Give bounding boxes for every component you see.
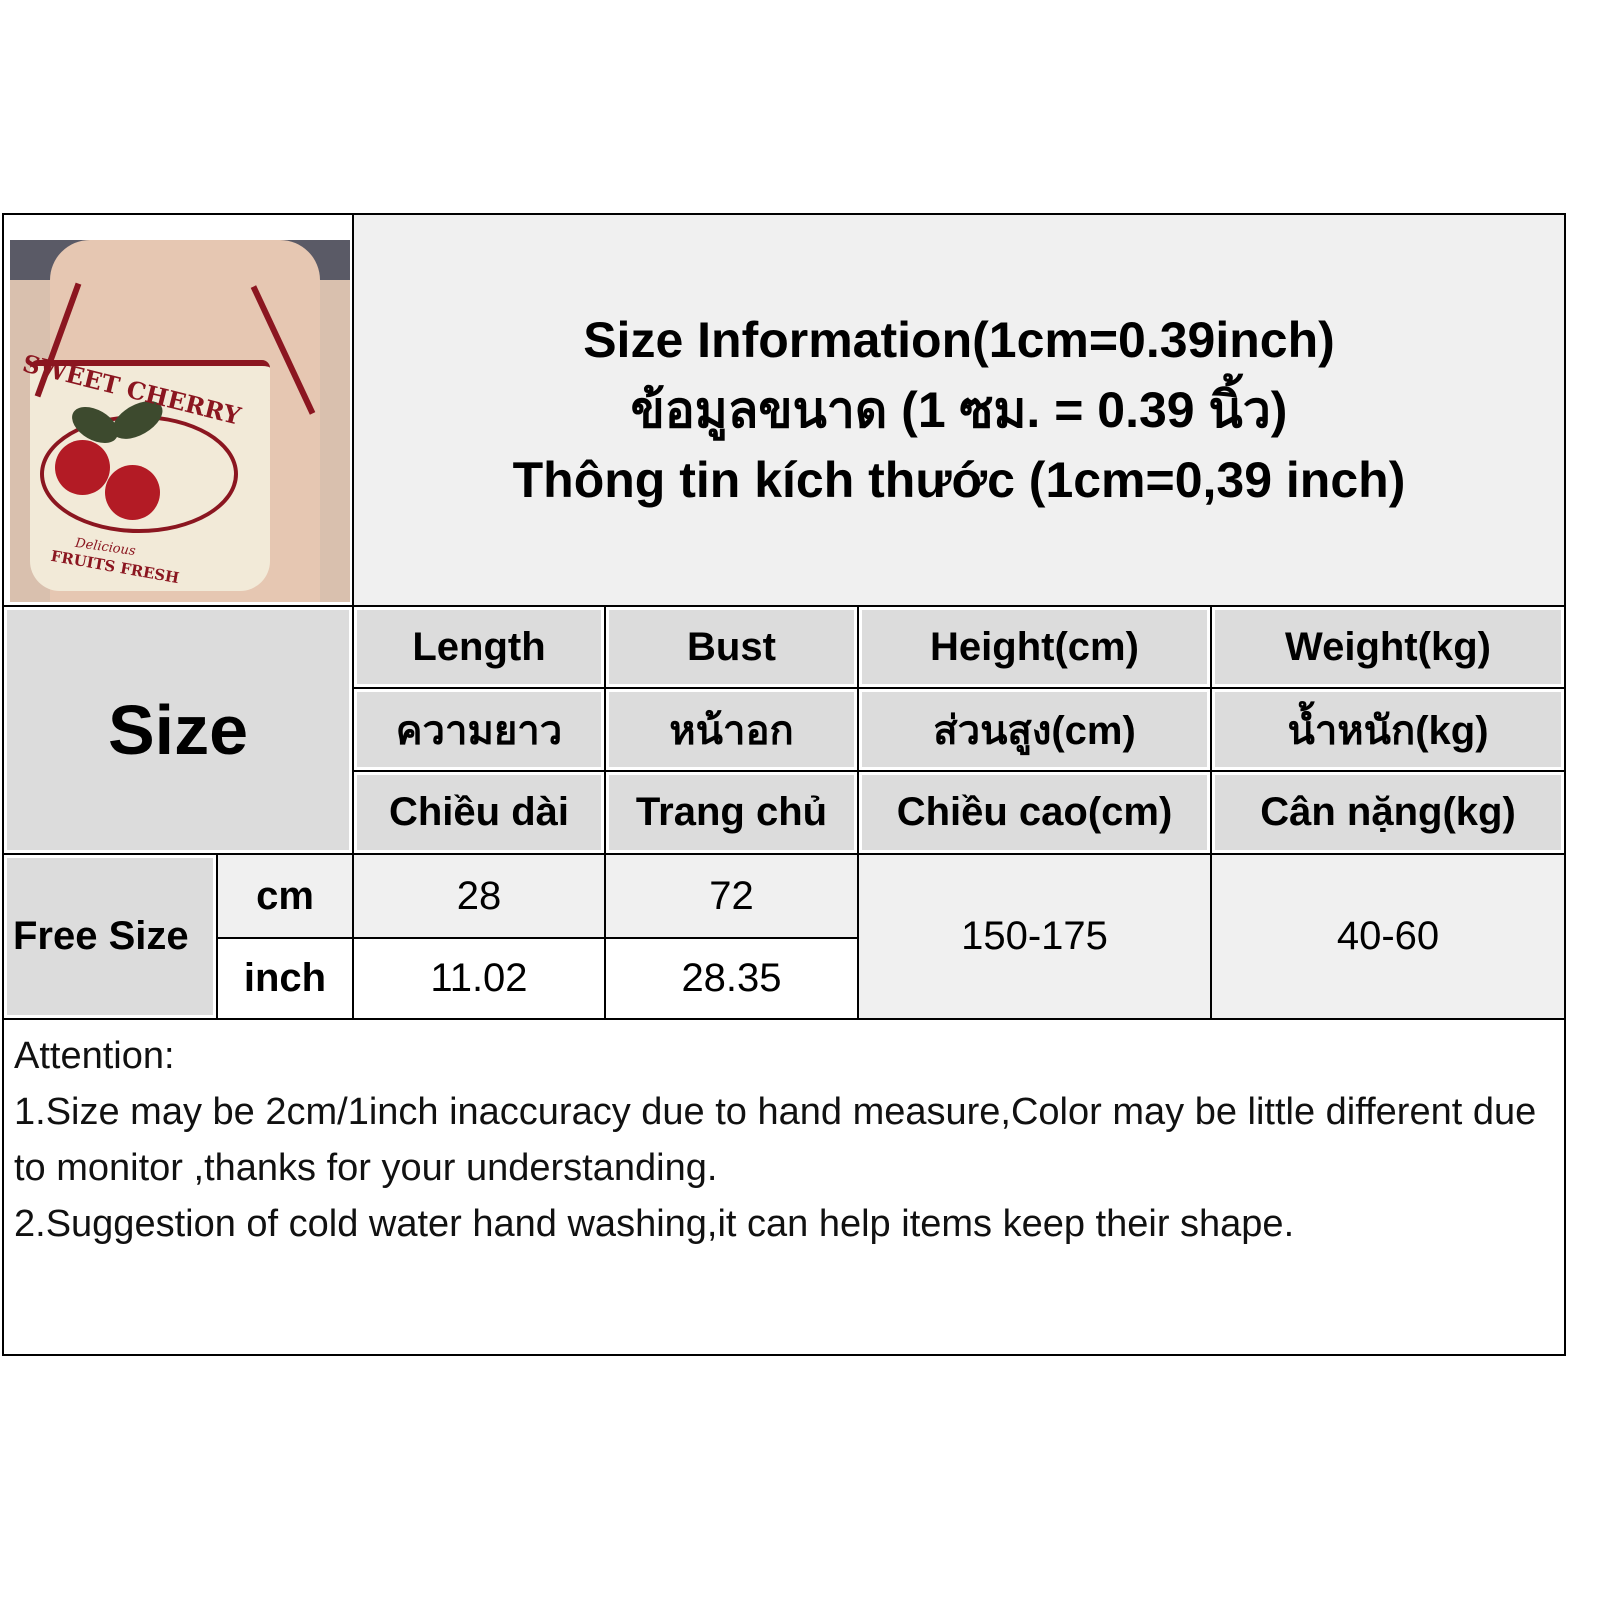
attention-heading: Attention: xyxy=(14,1035,175,1077)
header-length-vi: Chiều dài xyxy=(352,770,606,855)
header-weight-th: น้ำหนัก(kg) xyxy=(1210,687,1566,772)
bust-inch: 28.35 xyxy=(604,937,859,1020)
header-bust-en: Bust xyxy=(604,605,859,689)
title-thai: ข้อมูลขนาด (1 ซม. = 0.39 นิ้ว) xyxy=(630,382,1288,438)
header-bust-vi: Trang chủ xyxy=(604,770,859,855)
attention-note: 1.Size may be 2cm/1inch inaccuracy due t… xyxy=(14,1091,1537,1189)
header-length-en: Length xyxy=(352,605,606,689)
height-range: 150-175 xyxy=(857,853,1212,1020)
title-english: Size Information(1cm=0.39inch) xyxy=(583,312,1335,368)
title-vietnamese: Thông tin kích thước (1cm=0,39 inch) xyxy=(512,452,1406,508)
header-height-vi: Chiều cao(cm) xyxy=(857,770,1212,855)
header-height-en: Height(cm) xyxy=(857,605,1212,689)
product-photo: SWEET CHERRY Delicious FRUITS FRESH xyxy=(10,240,350,602)
header-weight-vi: Cân nặng(kg) xyxy=(1210,770,1566,855)
size-name: Free Size xyxy=(2,853,218,1020)
length-cm: 28 xyxy=(352,853,606,939)
weight-range: 40-60 xyxy=(1210,853,1566,1020)
title-cell: Size Information(1cm=0.39inch) ข้อมูลขนา… xyxy=(352,213,1566,607)
attention-note: 2.Suggestion of cold water hand washing,… xyxy=(14,1203,1295,1245)
unit-inch: inch xyxy=(216,937,354,1020)
header-length-th: ความยาว xyxy=(352,687,606,772)
attention-notes: Attention: 1.Size may be 2cm/1inch inacc… xyxy=(2,1018,1566,1356)
bust-cm: 72 xyxy=(604,853,859,939)
header-weight-en: Weight(kg) xyxy=(1210,605,1566,689)
unit-cm: cm xyxy=(216,853,354,939)
product-photo-cell: SWEET CHERRY Delicious FRUITS FRESH xyxy=(2,213,354,607)
header-bust-th: หน้าอก xyxy=(604,687,859,772)
length-inch: 11.02 xyxy=(352,937,606,1020)
header-height-th: ส่วนสูง(cm) xyxy=(857,687,1212,772)
size-header: Size xyxy=(2,605,354,855)
